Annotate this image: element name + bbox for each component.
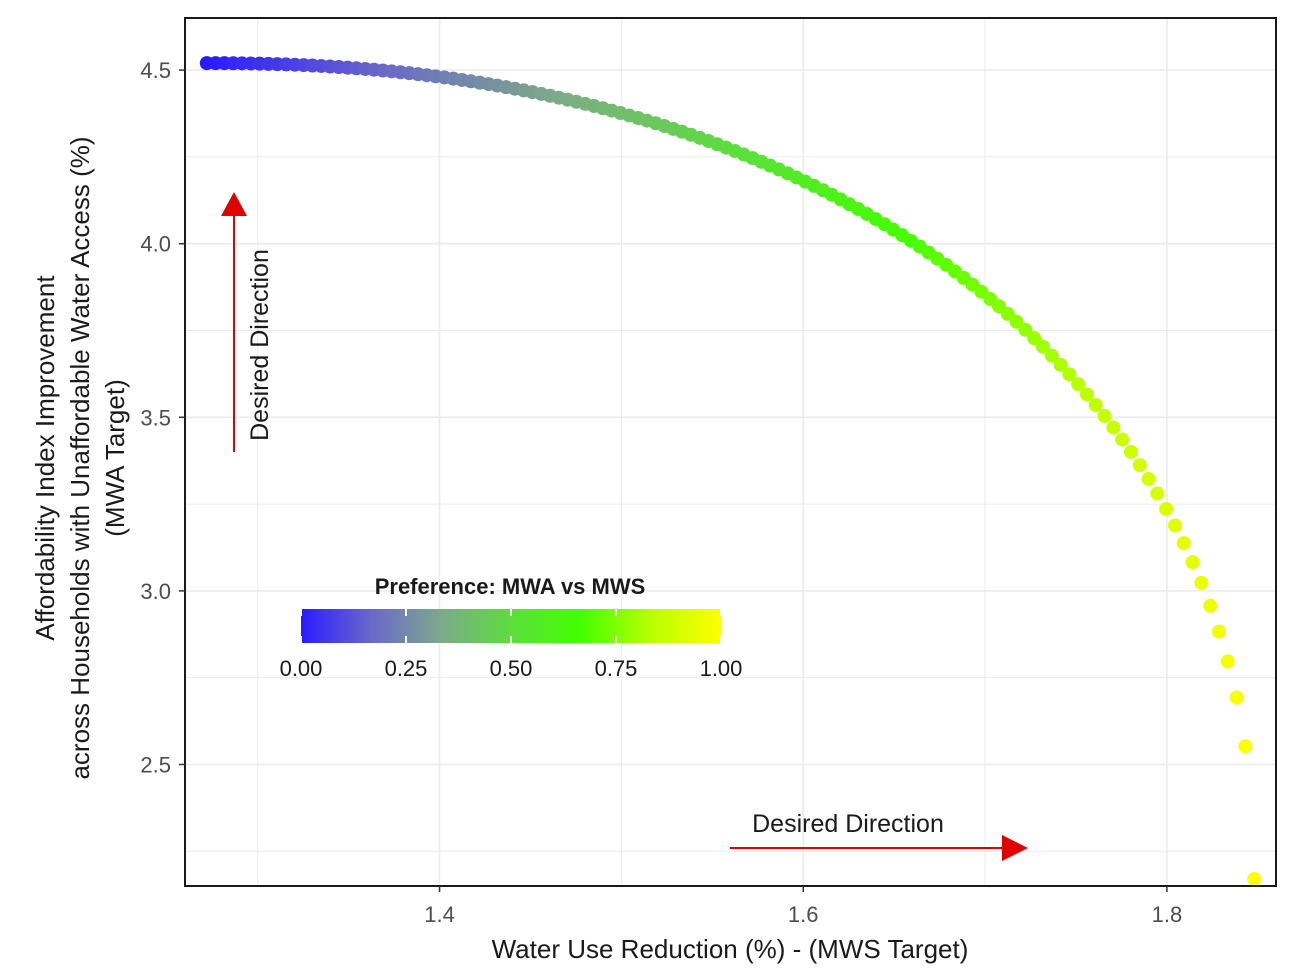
data-point: [1106, 420, 1121, 435]
data-point: [1035, 339, 1050, 354]
desired-direction-up-arrowhead: [221, 192, 247, 216]
color-legend: Preference: MWA vs MWS 0.00 0.25 0.50 0.75 1…: [280, 574, 743, 681]
legend-tick-label: 0.00: [280, 656, 323, 681]
data-point: [1150, 486, 1165, 501]
data-point: [1062, 367, 1077, 382]
desired-direction-right-arrowhead: [1002, 835, 1028, 861]
data-point: [1009, 314, 1024, 329]
data-point: [1176, 536, 1191, 551]
y-axis-title-line-3: (MWA Target): [100, 379, 130, 536]
x-axis-ticks: 1.4 1.6 1.8: [424, 886, 1182, 927]
data-point: [1053, 357, 1068, 372]
y-tick-label: 4.0: [140, 232, 171, 257]
data-point: [1132, 458, 1147, 473]
x-axis-title: Water Use Reduction (%) - (MWS Target): [492, 934, 969, 964]
legend-tick-label: 0.25: [385, 656, 428, 681]
x-tick-label: 1.4: [424, 902, 455, 927]
data-point: [1141, 471, 1156, 486]
desired-direction-up-label: Desired Direction: [246, 249, 274, 441]
legend-tick-label: 0.75: [595, 656, 638, 681]
data-point: [1088, 397, 1103, 412]
legend-tick-label: 1.00: [700, 656, 743, 681]
data-point: [1159, 502, 1174, 517]
data-point: [1238, 739, 1253, 754]
data-point: [1115, 432, 1130, 447]
data-point: [1203, 598, 1218, 613]
y-tick-label: 3.0: [140, 579, 171, 604]
desired-direction-right-label: Desired Direction: [752, 810, 944, 838]
y-tick-label: 4.5: [140, 58, 171, 83]
y-tick-label: 3.5: [140, 405, 171, 430]
y-axis-ticks: 2.5 3.0 3.5 4.0 4.5: [140, 58, 185, 777]
data-point: [1044, 348, 1059, 363]
desired-direction-right: Desired Direction: [730, 810, 1028, 861]
data-point: [1229, 690, 1244, 705]
legend-ticks: 0.00 0.25 0.50 0.75 1.00: [280, 609, 743, 681]
data-point: [1220, 654, 1235, 669]
data-point: [1194, 575, 1209, 590]
plot-background: [185, 18, 1276, 886]
desired-direction-up: Desired Direction: [221, 192, 274, 452]
data-point: [1167, 518, 1182, 533]
plot-border: [184, 17, 1277, 887]
data-point: [1027, 331, 1042, 346]
data-point: [1079, 387, 1094, 402]
data-point: [1211, 624, 1226, 639]
legend-title: Preference: MWA vs MWS: [375, 574, 646, 599]
data-point: [1071, 377, 1086, 392]
legend-tick-label: 0.50: [490, 656, 533, 681]
y-axis-title-line-2: across Households with Unaffordable Wate…: [65, 136, 95, 779]
y-axis-title-line-1: Affordability Index Improvement: [30, 275, 60, 641]
scatter-points: [199, 56, 1262, 887]
grid: [185, 18, 1276, 886]
y-tick-label: 2.5: [140, 752, 171, 777]
y-axis-title: Affordability Index Improvement across H…: [30, 136, 130, 779]
data-point: [1097, 408, 1112, 423]
data-point: [1123, 444, 1138, 459]
x-tick-label: 1.6: [788, 902, 819, 927]
data-point: [1247, 872, 1262, 887]
data-point: [1018, 322, 1033, 337]
x-tick-label: 1.8: [1152, 902, 1183, 927]
data-point: [1185, 555, 1200, 570]
